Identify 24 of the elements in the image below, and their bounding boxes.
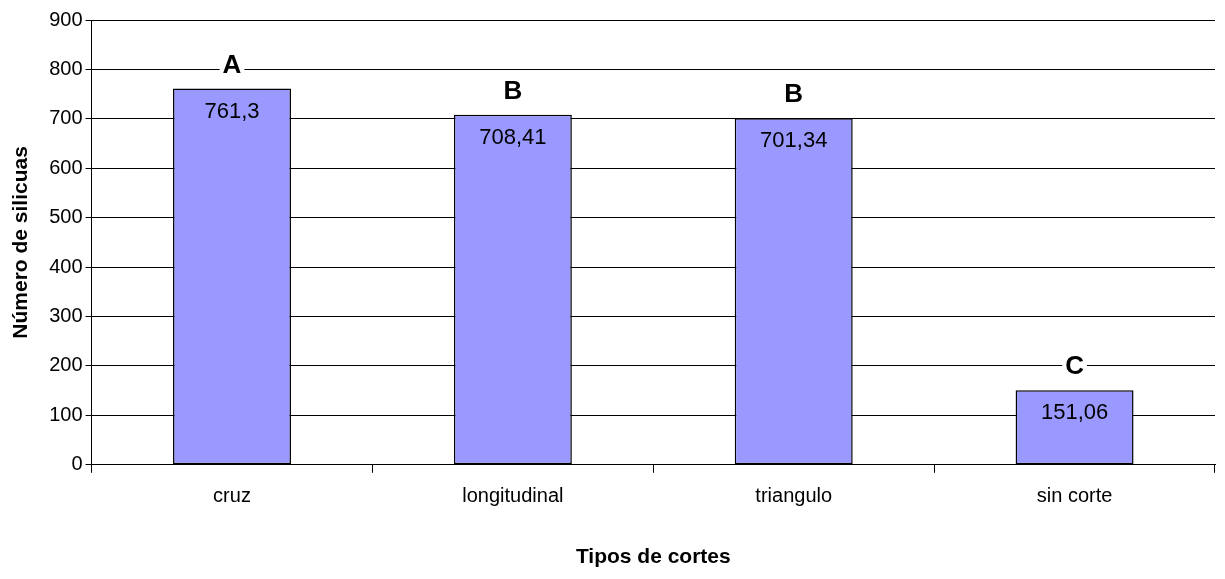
y-tick-label: 800	[49, 56, 83, 79]
x-tick-label: triangulo	[755, 484, 833, 507]
annotation: B	[503, 74, 523, 105]
y-tick-label: 500	[49, 205, 83, 228]
data-label: 701,34	[760, 127, 828, 153]
annotation: B	[784, 78, 804, 109]
annotation: A	[222, 48, 242, 79]
x-axis-title: Tipos de cortes	[575, 544, 731, 568]
y-tick-label: 700	[49, 106, 83, 129]
y-axis-title: Número de silicuas	[8, 146, 32, 339]
y-tick-label: 900	[49, 7, 83, 30]
data-label: 151,06	[1040, 399, 1109, 425]
x-tick-label: longitudinal	[462, 484, 564, 507]
x-tick-label: sin corte	[1036, 484, 1113, 507]
y-tick-label: 200	[49, 353, 83, 376]
y-tick-label: 300	[49, 304, 83, 327]
y-tick-label: 600	[49, 155, 83, 178]
x-tick-label: cruz	[213, 484, 251, 507]
y-tick-label: 0	[71, 452, 83, 475]
data-label: 761,3	[204, 97, 260, 123]
y-tick-label: 100	[49, 402, 83, 425]
annotation: C	[1065, 350, 1085, 381]
y-tick-label: 400	[49, 254, 83, 277]
data-label: 708,41	[479, 123, 547, 149]
